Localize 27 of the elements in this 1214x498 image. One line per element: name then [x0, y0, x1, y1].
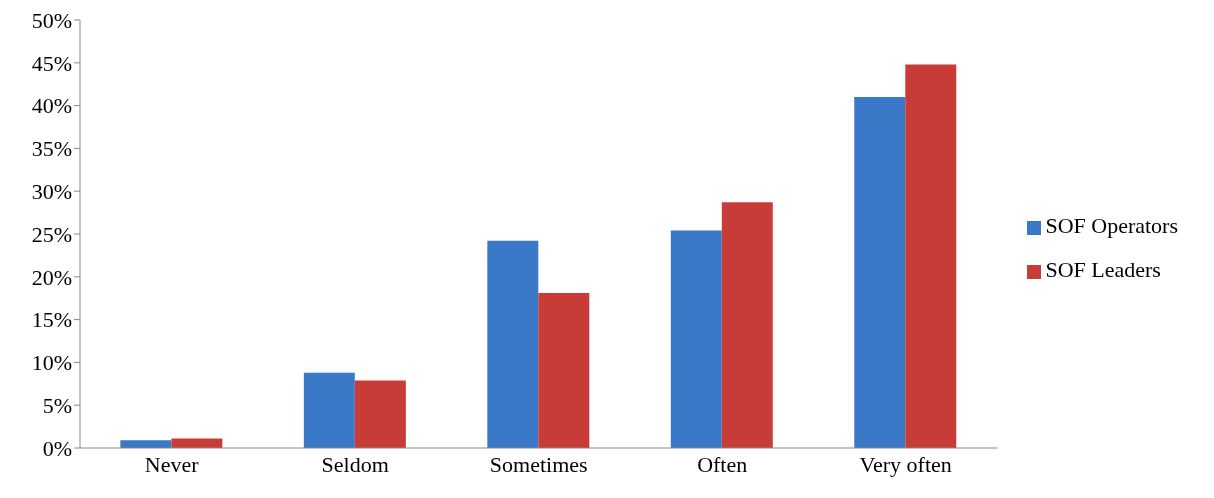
x-tick-label: Sometimes — [489, 451, 588, 477]
x-tick-label: Never — [144, 451, 200, 477]
legend-label: SOF Operators — [1045, 213, 1178, 238]
y-tick-label: 20% — [31, 264, 72, 290]
bar — [721, 202, 773, 448]
y-tick-label: 15% — [31, 307, 72, 333]
y-tick-label: 5% — [42, 393, 72, 419]
x-tick-label: Very often — [859, 451, 952, 477]
y-tick-label: 40% — [31, 93, 72, 119]
bar — [905, 64, 957, 448]
y-tick-label: 30% — [31, 179, 72, 205]
x-tick-label: Seldom — [321, 451, 389, 477]
bar — [854, 97, 906, 448]
y-tick-label: 25% — [31, 221, 72, 247]
legend-label: SOF Leaders — [1045, 257, 1161, 282]
y-tick-label: 45% — [31, 50, 72, 76]
bar — [354, 380, 406, 448]
bar — [303, 372, 355, 448]
y-tick-label: 0% — [42, 435, 72, 461]
bar — [538, 293, 590, 448]
y-tick-label: 50% — [31, 7, 72, 33]
y-tick-label: 35% — [31, 136, 72, 162]
y-tick-label: 10% — [31, 350, 72, 376]
bar — [670, 230, 722, 448]
x-tick-label: Often — [697, 451, 748, 477]
bar — [120, 440, 172, 448]
bar — [487, 240, 539, 448]
